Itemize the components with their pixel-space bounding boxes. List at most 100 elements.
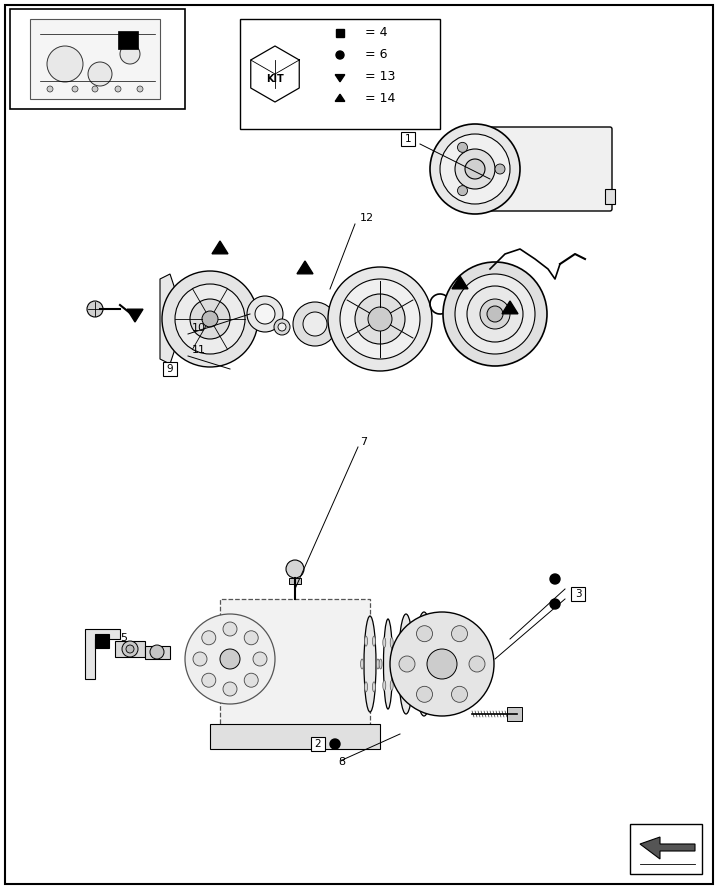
Circle shape <box>137 86 143 92</box>
Circle shape <box>452 686 467 702</box>
Circle shape <box>368 307 392 331</box>
Ellipse shape <box>383 637 386 647</box>
Text: = 6: = 6 <box>365 49 388 61</box>
Circle shape <box>278 323 286 331</box>
Circle shape <box>465 159 485 179</box>
Bar <box>401 132 415 146</box>
Circle shape <box>87 301 103 317</box>
Circle shape <box>495 164 505 174</box>
Text: 5: 5 <box>120 633 127 643</box>
Circle shape <box>115 86 121 92</box>
Polygon shape <box>335 94 345 101</box>
Circle shape <box>223 682 237 696</box>
Bar <box>10 9 185 109</box>
Ellipse shape <box>379 659 382 669</box>
Ellipse shape <box>418 634 421 645</box>
Circle shape <box>175 284 245 354</box>
Ellipse shape <box>360 659 363 669</box>
Circle shape <box>303 312 327 336</box>
Circle shape <box>427 649 457 679</box>
Circle shape <box>223 622 237 636</box>
Ellipse shape <box>383 680 386 691</box>
Bar <box>118 31 138 49</box>
Circle shape <box>274 319 290 335</box>
Text: 7: 7 <box>360 437 367 447</box>
Polygon shape <box>640 837 695 859</box>
Bar <box>311 737 325 751</box>
Circle shape <box>455 149 495 189</box>
Polygon shape <box>127 309 143 322</box>
Ellipse shape <box>383 619 393 709</box>
Bar <box>30 19 160 99</box>
Bar <box>289 578 301 584</box>
Ellipse shape <box>414 659 417 669</box>
Ellipse shape <box>376 659 379 669</box>
Circle shape <box>480 299 510 329</box>
Ellipse shape <box>413 659 416 669</box>
Polygon shape <box>212 241 228 253</box>
Circle shape <box>88 62 112 86</box>
Ellipse shape <box>426 684 430 693</box>
Bar <box>630 824 702 874</box>
Circle shape <box>244 673 258 687</box>
Bar <box>507 707 522 721</box>
Bar <box>95 634 109 648</box>
Circle shape <box>457 142 467 152</box>
Text: 3: 3 <box>574 589 582 599</box>
Ellipse shape <box>398 614 414 714</box>
Bar <box>145 646 170 659</box>
Ellipse shape <box>401 683 404 693</box>
Circle shape <box>452 626 467 642</box>
Circle shape <box>355 294 405 344</box>
Circle shape <box>47 46 83 82</box>
Circle shape <box>190 299 230 339</box>
Circle shape <box>126 645 134 653</box>
Bar <box>240 19 440 129</box>
Bar <box>485 189 495 204</box>
Text: = 14: = 14 <box>365 92 396 106</box>
Circle shape <box>550 574 560 584</box>
Ellipse shape <box>390 637 393 647</box>
Text: 2: 2 <box>314 739 322 749</box>
Circle shape <box>47 86 53 92</box>
Circle shape <box>193 652 207 666</box>
Circle shape <box>469 656 485 672</box>
Ellipse shape <box>373 637 376 646</box>
Circle shape <box>336 51 344 59</box>
Bar <box>485 129 495 144</box>
Bar <box>97 636 107 646</box>
Circle shape <box>253 652 267 666</box>
Circle shape <box>443 262 547 366</box>
Circle shape <box>202 673 216 687</box>
Polygon shape <box>297 261 313 274</box>
Text: = 4: = 4 <box>365 27 388 39</box>
Circle shape <box>330 739 340 749</box>
Text: = 13: = 13 <box>365 70 396 84</box>
Text: 12: 12 <box>360 213 374 223</box>
Bar <box>210 724 380 749</box>
Polygon shape <box>502 301 518 314</box>
Circle shape <box>122 641 138 657</box>
Circle shape <box>467 286 523 342</box>
Ellipse shape <box>390 680 393 691</box>
Ellipse shape <box>365 637 368 646</box>
Ellipse shape <box>409 683 411 693</box>
Ellipse shape <box>364 616 376 712</box>
Bar <box>163 362 177 376</box>
Circle shape <box>440 134 510 204</box>
Circle shape <box>162 271 258 367</box>
Circle shape <box>416 686 432 702</box>
Ellipse shape <box>373 682 376 692</box>
Ellipse shape <box>426 634 430 645</box>
Text: 1: 1 <box>405 134 411 144</box>
Circle shape <box>455 274 535 354</box>
Circle shape <box>328 267 432 371</box>
Ellipse shape <box>418 684 421 693</box>
Text: 10: 10 <box>192 323 206 333</box>
Circle shape <box>120 44 140 64</box>
Circle shape <box>244 631 258 645</box>
Circle shape <box>416 626 432 642</box>
Circle shape <box>255 304 275 324</box>
Circle shape <box>457 186 467 196</box>
Circle shape <box>487 306 503 322</box>
